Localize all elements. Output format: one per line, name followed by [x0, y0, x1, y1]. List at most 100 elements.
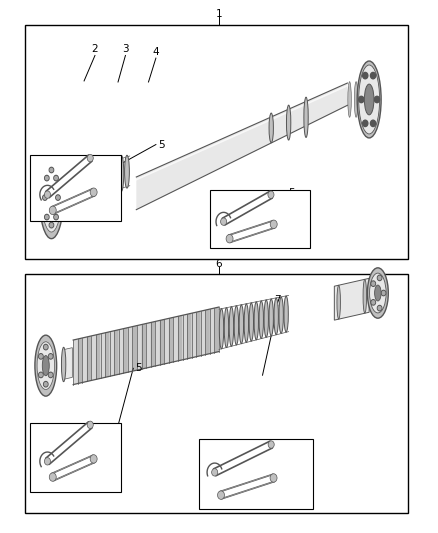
Circle shape	[39, 355, 42, 358]
Ellipse shape	[47, 183, 56, 212]
Polygon shape	[164, 318, 169, 364]
Polygon shape	[114, 330, 119, 375]
Circle shape	[371, 281, 375, 286]
Circle shape	[378, 276, 381, 279]
Bar	[25, 274, 408, 513]
Circle shape	[372, 301, 374, 304]
Ellipse shape	[374, 285, 381, 301]
Circle shape	[371, 72, 376, 79]
Bar	[210, 190, 311, 248]
Ellipse shape	[367, 268, 389, 318]
Ellipse shape	[102, 156, 107, 201]
Ellipse shape	[337, 285, 340, 319]
Circle shape	[49, 222, 53, 228]
Circle shape	[50, 223, 53, 227]
Circle shape	[43, 195, 47, 200]
Circle shape	[44, 382, 48, 387]
Ellipse shape	[259, 301, 263, 338]
Polygon shape	[205, 309, 210, 354]
Polygon shape	[124, 328, 128, 373]
Circle shape	[55, 215, 57, 219]
Circle shape	[378, 306, 381, 310]
Polygon shape	[196, 311, 201, 357]
Ellipse shape	[229, 306, 233, 346]
Ellipse shape	[274, 298, 279, 335]
Text: 5: 5	[288, 188, 294, 198]
Polygon shape	[82, 337, 87, 383]
Ellipse shape	[348, 82, 351, 117]
Ellipse shape	[279, 297, 283, 334]
Circle shape	[49, 473, 56, 481]
Circle shape	[270, 474, 277, 482]
Ellipse shape	[113, 156, 118, 195]
Ellipse shape	[363, 279, 367, 313]
Polygon shape	[101, 333, 105, 378]
Polygon shape	[178, 316, 183, 361]
Circle shape	[45, 175, 49, 181]
Polygon shape	[210, 308, 215, 353]
Polygon shape	[137, 325, 141, 370]
Circle shape	[39, 354, 43, 359]
Ellipse shape	[61, 347, 66, 382]
Polygon shape	[78, 338, 82, 384]
Circle shape	[44, 458, 50, 465]
Circle shape	[87, 421, 93, 429]
Ellipse shape	[269, 299, 273, 336]
Polygon shape	[141, 324, 146, 369]
Circle shape	[49, 355, 52, 358]
Circle shape	[56, 195, 60, 200]
Bar	[30, 423, 121, 492]
Circle shape	[57, 196, 59, 199]
Circle shape	[90, 188, 97, 197]
Text: 3: 3	[122, 44, 129, 54]
Circle shape	[371, 120, 376, 126]
Polygon shape	[334, 278, 369, 320]
Circle shape	[372, 282, 374, 285]
Circle shape	[39, 373, 42, 376]
Bar	[199, 439, 313, 510]
Circle shape	[378, 275, 382, 280]
Polygon shape	[146, 322, 151, 368]
Text: 6: 6	[215, 260, 223, 269]
Circle shape	[46, 215, 48, 219]
Circle shape	[87, 155, 93, 162]
Circle shape	[54, 214, 58, 220]
Polygon shape	[169, 317, 173, 363]
Ellipse shape	[97, 156, 101, 205]
Polygon shape	[132, 326, 137, 371]
Polygon shape	[119, 329, 124, 374]
Circle shape	[55, 176, 57, 180]
Ellipse shape	[269, 113, 273, 143]
Ellipse shape	[37, 342, 54, 390]
Polygon shape	[173, 316, 178, 362]
Circle shape	[363, 120, 368, 126]
Circle shape	[90, 455, 97, 463]
Circle shape	[221, 218, 227, 225]
Polygon shape	[136, 83, 347, 209]
Polygon shape	[110, 331, 114, 376]
Circle shape	[44, 344, 48, 350]
Circle shape	[49, 354, 53, 359]
Circle shape	[381, 290, 386, 296]
Text: 4: 4	[152, 47, 159, 57]
Ellipse shape	[108, 156, 113, 198]
Circle shape	[374, 96, 380, 103]
Circle shape	[44, 191, 50, 198]
Polygon shape	[201, 310, 205, 356]
Circle shape	[45, 383, 47, 386]
Ellipse shape	[234, 306, 239, 345]
Ellipse shape	[124, 155, 129, 188]
Ellipse shape	[224, 308, 229, 348]
Ellipse shape	[304, 97, 308, 138]
Ellipse shape	[359, 65, 380, 134]
Ellipse shape	[249, 303, 254, 341]
Text: 5: 5	[158, 140, 165, 150]
Polygon shape	[187, 313, 192, 359]
Polygon shape	[64, 348, 72, 379]
Ellipse shape	[42, 163, 61, 232]
Ellipse shape	[91, 156, 96, 208]
Ellipse shape	[367, 82, 371, 117]
Text: 2: 2	[92, 44, 98, 54]
Polygon shape	[87, 336, 92, 382]
Ellipse shape	[119, 156, 124, 191]
